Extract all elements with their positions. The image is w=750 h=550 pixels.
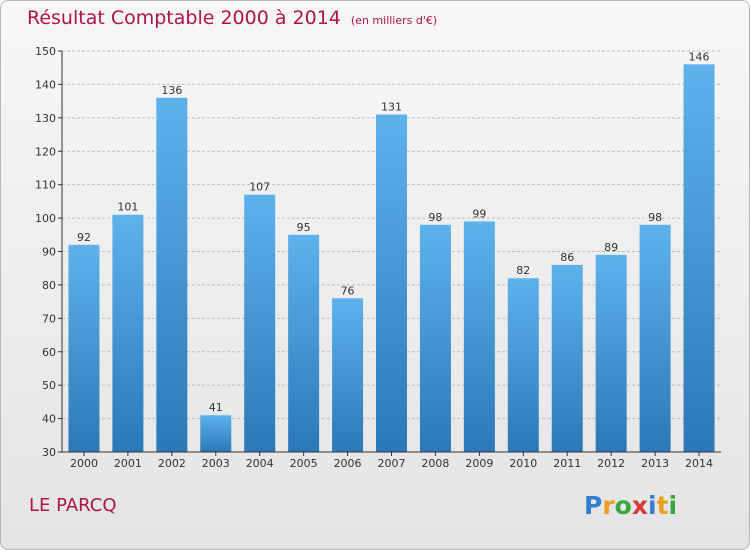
bar	[288, 234, 320, 452]
data-label: 98	[648, 211, 662, 224]
data-label: 89	[604, 241, 618, 254]
bar	[507, 278, 539, 452]
proxiti-logo[interactable]: Proxiti	[584, 491, 677, 520]
bar	[595, 254, 627, 452]
commune-name: LE PARCQ	[29, 495, 117, 516]
bar	[68, 244, 100, 452]
logo-letter: i	[668, 491, 678, 520]
y-tick-label: 90	[42, 246, 56, 259]
data-label: 86	[560, 251, 574, 264]
chart-title: Résultat Comptable 2000 à 2014 (en millie…	[27, 7, 437, 29]
x-tick-label: 2006	[334, 457, 362, 470]
x-tick-label: 2003	[202, 457, 230, 470]
x-tick-label: 2001	[114, 457, 142, 470]
data-label: 131	[381, 100, 402, 113]
logo-letter: r	[602, 491, 615, 520]
data-label: 76	[341, 284, 355, 297]
y-tick-label: 30	[42, 446, 56, 459]
y-tick-label: 130	[35, 112, 56, 125]
y-tick-label: 40	[42, 413, 56, 426]
x-tick-label: 2002	[158, 457, 186, 470]
x-tick-label: 2005	[290, 457, 318, 470]
x-tick-label: 2009	[465, 457, 493, 470]
logo-letter: x	[631, 491, 648, 520]
bar	[156, 97, 188, 453]
data-label: 92	[77, 231, 91, 244]
y-tick-label: 120	[35, 145, 56, 158]
y-tick-label: 150	[35, 45, 56, 58]
data-label: 146	[689, 50, 710, 63]
axes	[58, 50, 721, 456]
logo-letter: t	[656, 491, 669, 520]
y-tick-label: 100	[35, 212, 56, 225]
bar	[419, 224, 451, 452]
y-tick-label: 60	[42, 346, 56, 359]
logo-letter: o	[614, 491, 632, 520]
data-label: 82	[516, 264, 530, 277]
data-label: 107	[249, 181, 270, 194]
x-tick-label: 2011	[553, 457, 581, 470]
x-tick-label: 2008	[421, 457, 449, 470]
bar	[463, 221, 495, 452]
bar	[376, 114, 407, 452]
x-tick-label: 2000	[70, 457, 98, 470]
x-tick-label: 2012	[597, 457, 625, 470]
chart-subtitle: (en milliers d'€)	[350, 14, 438, 27]
data-label: 41	[209, 401, 223, 414]
title-text: Résultat Comptable 2000 à 2014	[27, 7, 341, 29]
data-label: 101	[117, 201, 138, 214]
y-tick-label: 140	[35, 78, 56, 91]
bar	[112, 214, 144, 452]
y-tick-label: 50	[42, 379, 56, 392]
bar	[332, 298, 364, 452]
y-tick-label: 80	[42, 279, 56, 292]
bar	[683, 64, 715, 452]
bar	[200, 415, 232, 452]
x-tick-label: 2004	[246, 457, 274, 470]
bars	[68, 64, 715, 453]
data-label: 136	[161, 84, 182, 97]
x-tick-label: 2013	[641, 457, 669, 470]
logo-letter: i	[648, 491, 657, 520]
data-label: 98	[428, 211, 442, 224]
x-tick-label: 2010	[509, 457, 537, 470]
labels: 30 40 50 60 70 80 90 100 110 120 130 140 150 92 2000 10…	[35, 45, 713, 470]
data-label: 95	[297, 221, 311, 234]
y-tick-label: 110	[35, 179, 56, 192]
bar	[551, 264, 583, 452]
bar	[639, 224, 671, 452]
bar	[244, 194, 276, 453]
data-label: 99	[472, 207, 486, 220]
y-tick-label: 70	[42, 312, 56, 325]
x-tick-label: 2007	[378, 457, 406, 470]
logo-letter: P	[584, 491, 603, 520]
x-tick-label: 2014	[685, 457, 713, 470]
